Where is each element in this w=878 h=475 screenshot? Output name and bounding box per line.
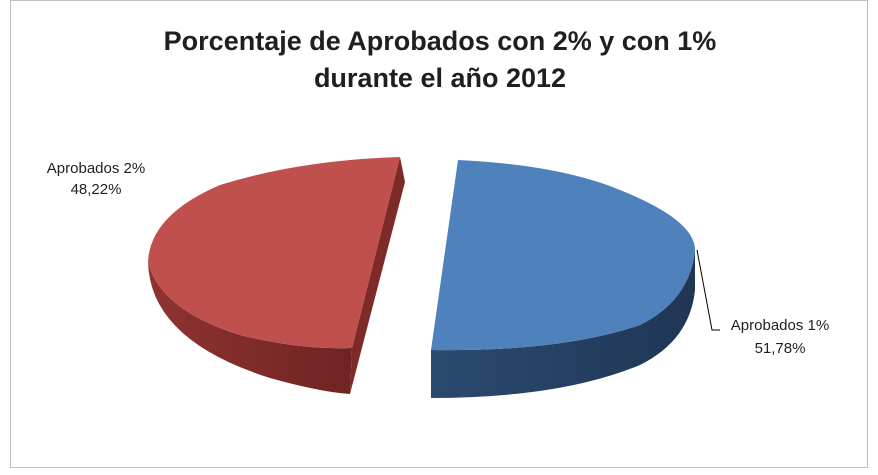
slice-aprobados-1-side bbox=[431, 250, 695, 398]
label-aprobados-1-value: 51,78% bbox=[755, 340, 806, 357]
slice-aprobados-2-top bbox=[148, 157, 400, 349]
slice-aprobados-2-side bbox=[148, 262, 352, 394]
label-aprobados-2-name: Aprobados 2% bbox=[47, 160, 145, 177]
slice-aprobados-2-edge bbox=[350, 157, 405, 394]
leader-line-aprobados-1 bbox=[696, 249, 720, 331]
slice-aprobados-2 bbox=[148, 157, 405, 394]
label-aprobados-2-value: 48,22% bbox=[71, 181, 122, 198]
chart-title-line2: durante el año 2012 bbox=[313, 63, 567, 93]
chart-title-line1: Porcentaje de Aprobados con 2% y con 1% bbox=[163, 26, 717, 56]
label-aprobados-1-name: Aprobados 1% bbox=[731, 317, 829, 334]
chart-title: Porcentaje de Aprobados con 2% y con 1% … bbox=[11, 23, 869, 97]
slice-aprobados-1 bbox=[431, 160, 695, 398]
slice-aprobados-1-top bbox=[431, 160, 695, 351]
